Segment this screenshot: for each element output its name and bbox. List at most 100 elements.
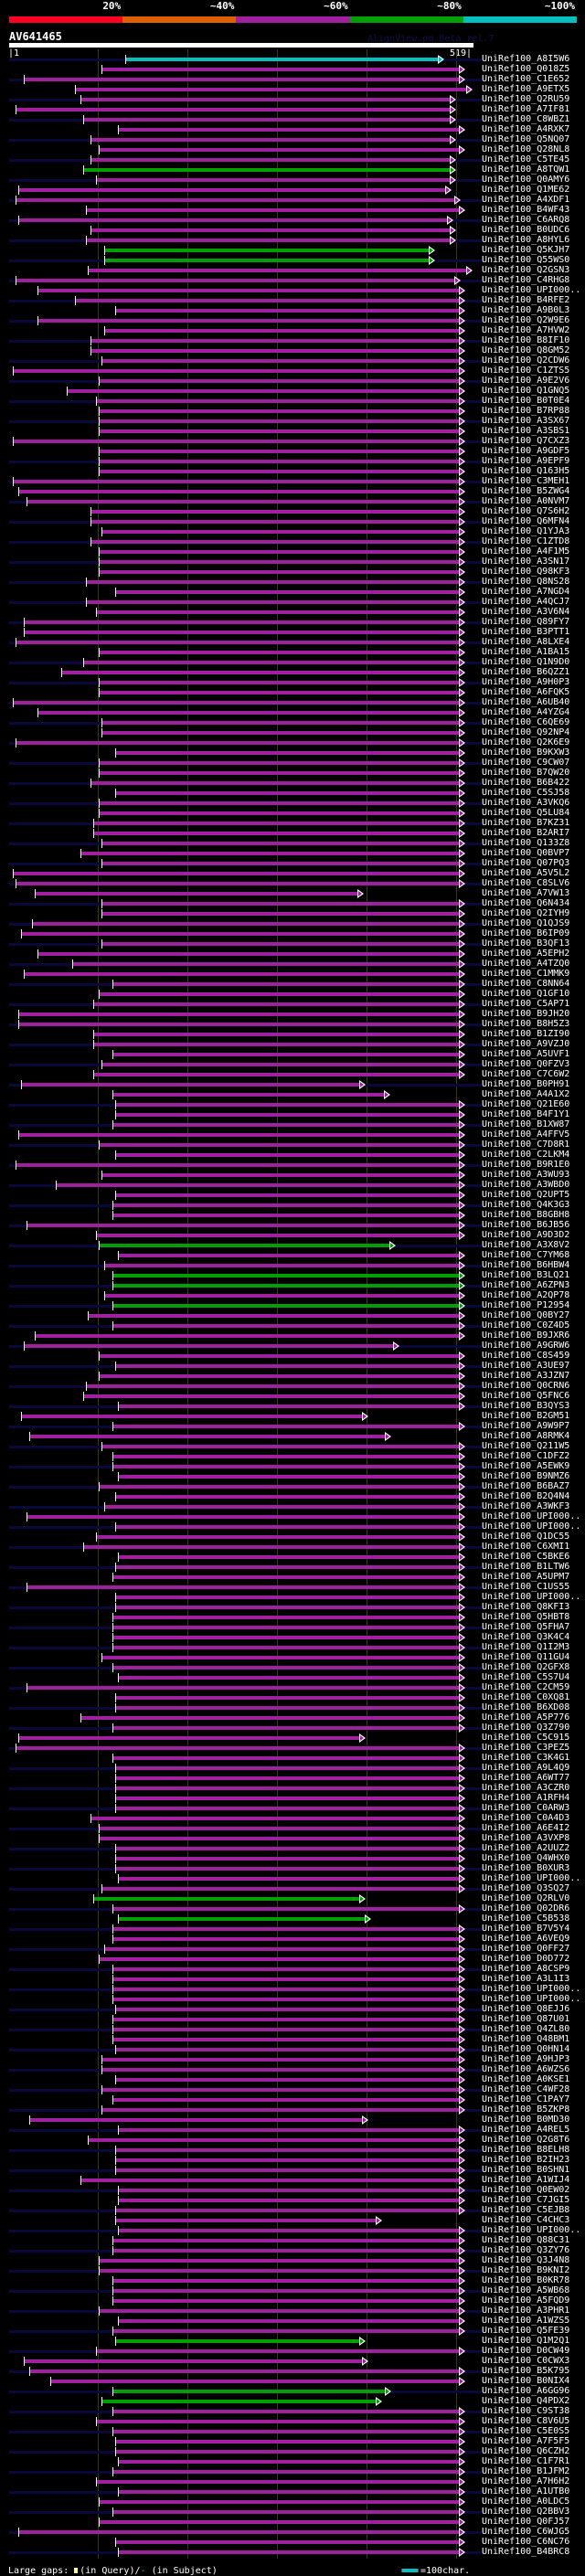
alignment-bar[interactable] bbox=[114, 2219, 377, 2222]
alignment-bar[interactable] bbox=[28, 2369, 460, 2373]
hit-label-link[interactable]: UniRef100_C5SJ58 bbox=[482, 788, 570, 798]
hit-label-link[interactable]: UniRef100_B7RP88 bbox=[482, 406, 570, 416]
hit-label-link[interactable]: UniRef100_A7HVW2 bbox=[482, 325, 570, 335]
alignment-bar[interactable] bbox=[37, 319, 460, 323]
alignment-bar[interactable] bbox=[88, 2138, 460, 2142]
alignment-bar[interactable] bbox=[117, 2199, 460, 2202]
hit-label-link[interactable]: UniRef100_A4XDF1 bbox=[482, 195, 570, 205]
hit-label-link[interactable]: UniRef100_Q3J4N8 bbox=[482, 2255, 570, 2265]
hit-label-link[interactable]: UniRef100_A8HYL6 bbox=[482, 235, 570, 245]
alignment-bar[interactable] bbox=[96, 2480, 460, 2484]
hit-label-link[interactable]: UniRef100_B1LTW6 bbox=[482, 1562, 570, 1572]
alignment-bar[interactable] bbox=[114, 1525, 460, 1529]
alignment-bar[interactable] bbox=[114, 2078, 460, 2082]
hit-label-link[interactable]: UniRef100_A3SBS1 bbox=[482, 426, 570, 436]
alignment-bar[interactable] bbox=[112, 1636, 460, 1639]
alignment-bar[interactable] bbox=[112, 1053, 460, 1056]
alignment-bar[interactable] bbox=[112, 2279, 460, 2283]
hit-label-link[interactable]: UniRef100_B9KXW3 bbox=[482, 747, 570, 758]
alignment-bar[interactable] bbox=[103, 249, 430, 252]
alignment-bar[interactable] bbox=[88, 1314, 460, 1318]
hit-label-link[interactable]: UniRef100_C6QE69 bbox=[482, 717, 570, 727]
alignment-bar[interactable] bbox=[112, 1465, 460, 1468]
alignment-bar[interactable] bbox=[83, 661, 460, 664]
alignment-bar[interactable] bbox=[99, 460, 460, 463]
hit-label-link[interactable]: UniRef100_Q2CDW6 bbox=[482, 355, 570, 366]
alignment-bar[interactable] bbox=[15, 279, 456, 282]
alignment-bar[interactable] bbox=[12, 369, 460, 373]
hit-label-link[interactable]: UniRef100_A6VEQ9 bbox=[482, 1934, 570, 1944]
alignment-bar[interactable] bbox=[112, 1626, 460, 1629]
alignment-bar[interactable] bbox=[114, 2048, 460, 2051]
hit-label-link[interactable]: UniRef100_B8ELH8 bbox=[482, 2145, 570, 2155]
hit-label-link[interactable]: UniRef100_A8TQW1 bbox=[482, 164, 570, 175]
hit-label-link[interactable]: UniRef100_Q5FHA7 bbox=[482, 1622, 570, 1632]
hit-label-link[interactable]: UniRef100_A2UUZ2 bbox=[482, 1843, 570, 1853]
hit-label-link[interactable]: UniRef100_C1E652 bbox=[482, 74, 570, 84]
alignment-bar[interactable] bbox=[86, 208, 460, 212]
hit-label-link[interactable]: UniRef100_C1ZTS5 bbox=[482, 366, 570, 376]
hit-label-link[interactable]: UniRef100_A0LDC5 bbox=[482, 2496, 570, 2507]
hit-label-link[interactable]: UniRef100_Q5HBT8 bbox=[482, 1612, 570, 1622]
hit-label-link[interactable]: UniRef100_A9ETX5 bbox=[482, 84, 570, 94]
hit-label-link[interactable]: UniRef100_Q1YJA3 bbox=[482, 526, 570, 536]
alignment-bar[interactable] bbox=[96, 610, 460, 614]
alignment-bar[interactable] bbox=[114, 791, 460, 795]
alignment-bar[interactable] bbox=[37, 289, 460, 292]
hit-label-link[interactable]: UniRef100_C2LKM4 bbox=[482, 1150, 570, 1160]
hit-label-link[interactable]: UniRef100_A1RFH4 bbox=[482, 1793, 570, 1803]
alignment-bar[interactable] bbox=[117, 2229, 460, 2232]
alignment-bar[interactable] bbox=[101, 721, 460, 725]
hit-label-link[interactable]: UniRef100_UPI000.. bbox=[482, 285, 581, 295]
hit-label-link[interactable]: UniRef100_B0UDC6 bbox=[482, 225, 570, 235]
alignment-bar[interactable] bbox=[17, 490, 460, 493]
alignment-bar[interactable] bbox=[114, 1103, 460, 1107]
hit-label-link[interactable]: UniRef100_Q0FZV3 bbox=[482, 1059, 570, 1069]
hit-label-link[interactable]: UniRef100_Q133Z8 bbox=[482, 838, 570, 848]
alignment-bar[interactable] bbox=[112, 1123, 460, 1127]
hit-label-link[interactable]: UniRef100_A0NVM7 bbox=[482, 496, 570, 506]
hit-label-link[interactable]: UniRef100_C4RHG8 bbox=[482, 275, 570, 285]
alignment-bar[interactable] bbox=[112, 1907, 460, 1911]
alignment-bar[interactable] bbox=[114, 1495, 460, 1499]
alignment-bar[interactable] bbox=[93, 1033, 460, 1036]
hit-label-link[interactable]: UniRef100_B0NIX4 bbox=[482, 2376, 570, 2386]
alignment-bar[interactable] bbox=[55, 1183, 460, 1187]
hit-label-link[interactable]: UniRef100_Q92NP4 bbox=[482, 727, 570, 737]
alignment-bar[interactable] bbox=[23, 972, 460, 976]
hit-label-link[interactable]: UniRef100_UPI000.. bbox=[482, 1873, 581, 1883]
alignment-bar[interactable] bbox=[15, 198, 456, 202]
hit-label-link[interactable]: UniRef100_A3L1I3 bbox=[482, 1974, 570, 1984]
hit-label-link[interactable]: UniRef100_D0D772 bbox=[482, 1954, 570, 1964]
alignment-bar[interactable] bbox=[83, 118, 452, 122]
alignment-bar[interactable] bbox=[90, 520, 460, 524]
hit-label-link[interactable]: UniRef100_C2CM59 bbox=[482, 1682, 570, 1692]
alignment-bar[interactable] bbox=[114, 2450, 460, 2454]
hit-label-link[interactable]: UniRef100_C8V6U5 bbox=[482, 2416, 570, 2426]
hit-label-link[interactable]: UniRef100_C5BKE6 bbox=[482, 1552, 570, 1562]
alignment-bar[interactable] bbox=[112, 2390, 386, 2393]
alignment-bar[interactable] bbox=[117, 1555, 460, 1559]
alignment-bar[interactable] bbox=[112, 1455, 460, 1458]
hit-label-link[interactable]: UniRef100_Q2IYH9 bbox=[482, 908, 570, 918]
hit-label-link[interactable]: UniRef100_B9NMZ6 bbox=[482, 1471, 570, 1481]
hit-label-link[interactable]: UniRef100_A4YZG4 bbox=[482, 707, 570, 717]
hit-label-link[interactable]: UniRef100_Q8EJJ6 bbox=[482, 2004, 570, 2014]
alignment-bar[interactable] bbox=[93, 1897, 361, 1901]
hit-label-link[interactable]: UniRef100_B3QYS3 bbox=[482, 1401, 570, 1411]
hit-label-link[interactable]: UniRef100_Q3Z790 bbox=[482, 1723, 570, 1733]
hit-label-link[interactable]: UniRef100_B6QZZ1 bbox=[482, 667, 570, 677]
hit-label-link[interactable]: UniRef100_B0PH91 bbox=[482, 1079, 570, 1089]
alignment-bar[interactable] bbox=[90, 510, 460, 514]
hit-label-link[interactable]: UniRef100_A3SN17 bbox=[482, 557, 570, 567]
alignment-bar[interactable] bbox=[93, 822, 460, 825]
alignment-bar[interactable] bbox=[114, 1786, 460, 1790]
alignment-bar[interactable] bbox=[99, 1374, 460, 1378]
hit-label-link[interactable]: UniRef100_Q1I2M3 bbox=[482, 1642, 570, 1652]
hit-label-link[interactable]: UniRef100_Q88C31 bbox=[482, 2235, 570, 2245]
alignment-bar[interactable] bbox=[74, 88, 467, 91]
alignment-bar[interactable] bbox=[125, 58, 440, 61]
hit-label-link[interactable]: UniRef100_Q2RLV0 bbox=[482, 1893, 570, 1903]
hit-label-link[interactable]: UniRef100_C9ST38 bbox=[482, 2406, 570, 2416]
hit-label-link[interactable]: UniRef100_Q55WS0 bbox=[482, 255, 570, 265]
